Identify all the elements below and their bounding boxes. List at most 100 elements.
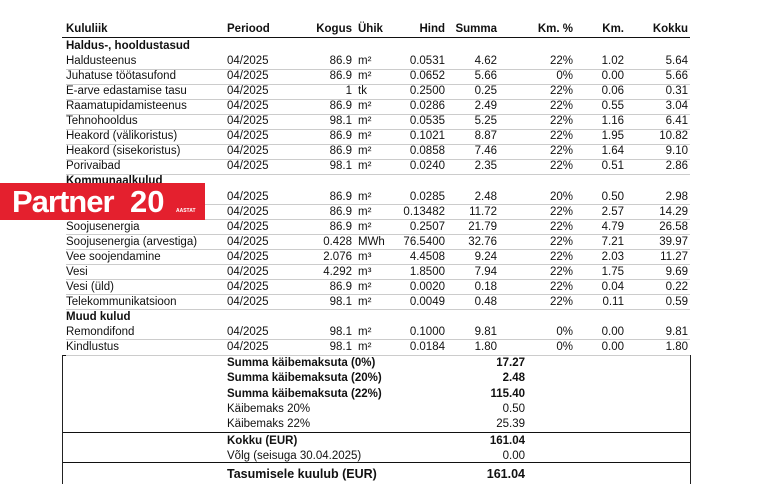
summary-value: 0.50	[502, 403, 525, 415]
table-cell: 04/2025	[227, 100, 269, 113]
logo-number: 20	[130, 184, 165, 219]
table-cell: 10.82	[659, 130, 688, 143]
table-cell: m²	[358, 220, 372, 233]
row-rule	[66, 113, 690, 115]
table-cell: 04/2025	[227, 325, 269, 338]
table-cell: 3.04	[665, 100, 688, 113]
table-cell: 9.10	[665, 145, 688, 158]
summary-border	[62, 355, 63, 484]
table-cell: 22%	[549, 160, 573, 173]
column-header: Kululiik	[66, 23, 108, 35]
column-header: Kogus	[316, 23, 352, 35]
summary-label: Summa käibemaksuta (22%)	[227, 387, 382, 400]
table-cell: 2.35	[474, 160, 497, 173]
table-cell: 9.81	[474, 325, 497, 338]
table-cell: m²	[358, 130, 372, 143]
table-cell: 0%	[556, 325, 573, 338]
table-cell: 0.50	[601, 190, 624, 203]
table-cell: 0.0240	[409, 160, 445, 173]
column-header: Ühik	[358, 23, 383, 35]
table-cell: 1.02	[601, 55, 624, 68]
summary-label: Käibemaks 20%	[227, 403, 311, 415]
summary-label: Summa käibemaksuta (20%)	[227, 372, 382, 384]
total-rule	[62, 432, 690, 433]
table-cell: 0.0858	[409, 145, 445, 158]
table-cell: 5.66	[665, 70, 688, 83]
row-rule	[66, 309, 690, 311]
table-cell: Remondifond	[66, 325, 135, 338]
table-cell: 0.04	[601, 280, 624, 293]
table-cell: Juhatuse töötasufond	[66, 70, 176, 83]
table-cell: 4.79	[601, 220, 624, 233]
table-cell: Vesi	[66, 265, 88, 278]
table-cell: Vee soojendamine	[66, 250, 161, 263]
table-cell: 04/2025	[227, 280, 269, 293]
table-cell: 22%	[549, 295, 573, 308]
section-title: Muud kulud	[66, 310, 131, 323]
table-cell: 39.97	[659, 235, 688, 248]
table-cell: m³	[358, 265, 372, 278]
table-cell: Raamatupidamisteenus	[66, 100, 187, 113]
summary-label: Tasumisele kuulub (EUR)	[227, 467, 377, 481]
row-rule	[66, 354, 690, 356]
table-cell: 0.06	[601, 85, 624, 98]
table-cell: 0.31	[665, 85, 688, 98]
table-cell: m²	[358, 100, 372, 113]
table-cell: 0.25	[474, 85, 497, 98]
table-cell: m²	[358, 115, 372, 128]
table-cell: 0.0020	[409, 280, 445, 293]
table-cell: 1.64	[601, 145, 624, 158]
table-cell: 7.94	[474, 265, 497, 278]
table-cell: Porivaibad	[66, 160, 121, 173]
table-cell: Heakord (välikoristus)	[66, 130, 178, 143]
table-cell: 1.80	[665, 341, 688, 353]
table-cell: 22%	[549, 145, 573, 158]
table-cell: m²	[358, 160, 372, 173]
table-cell: 04/2025	[227, 220, 269, 233]
table-cell: 04/2025	[227, 55, 269, 68]
table-cell: 0.55	[601, 100, 624, 113]
column-header: Summa	[455, 23, 497, 35]
table-cell: 2.076	[323, 250, 352, 263]
table-cell: 04/2025	[227, 130, 269, 143]
table-cell: 0.0652	[409, 70, 445, 83]
table-cell: m²	[358, 190, 372, 203]
table-cell: 2.98	[665, 190, 688, 203]
table-cell: 04/2025	[227, 145, 269, 158]
table-cell: 6.41	[665, 115, 688, 128]
table-cell: 22%	[549, 265, 573, 278]
table-cell: 1.8500	[409, 265, 445, 278]
table-cell: 04/2025	[227, 341, 269, 353]
table-cell: 0.51	[601, 160, 624, 173]
row-rule	[66, 83, 690, 85]
table-cell: 2.48	[474, 190, 497, 203]
table-cell: 0.0535	[409, 115, 445, 128]
table-cell: 4.4508	[409, 250, 445, 263]
row-rule	[66, 158, 690, 160]
table-cell: Haldusteenus	[66, 55, 137, 68]
table-cell: 98.1	[329, 341, 352, 353]
table-cell: 86.9	[329, 130, 352, 143]
summary-value: 161.04	[486, 467, 525, 481]
table-cell: tk	[358, 85, 367, 98]
table-cell: 4.292	[323, 265, 352, 278]
row-rule	[66, 294, 690, 296]
row-rule	[66, 98, 690, 100]
summary-value: 0.00	[502, 450, 525, 462]
column-header: Kokku	[652, 23, 688, 35]
table-cell: 2.03	[601, 250, 624, 263]
table-cell: 2.86	[665, 160, 688, 173]
table-cell: 5.64	[665, 55, 688, 68]
table-cell: Soojusenergia (arvestiga)	[66, 235, 198, 248]
table-cell: m²	[358, 145, 372, 158]
table-cell: 0.428	[323, 235, 352, 248]
table-cell: 04/2025	[227, 115, 269, 128]
table-cell: m²	[358, 205, 372, 218]
summary-label: Võlg (seisuga 30.04.2025)	[227, 450, 362, 462]
table-cell: 22%	[549, 205, 573, 218]
summary-border	[690, 355, 691, 484]
logo-name: Partner	[12, 184, 115, 219]
column-header: Periood	[227, 23, 270, 35]
row-rule	[66, 68, 690, 70]
